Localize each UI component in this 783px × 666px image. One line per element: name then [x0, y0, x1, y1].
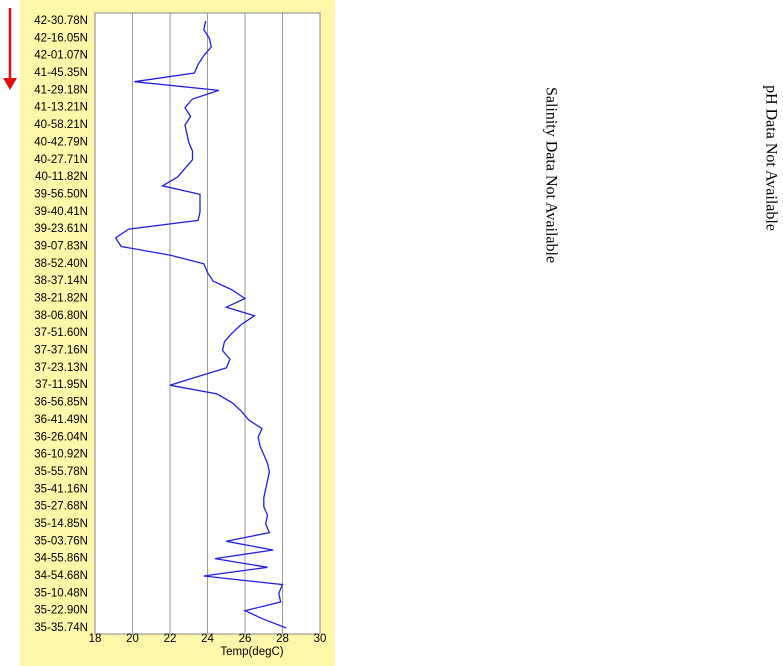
- y-tick-label: 37-23.13N: [34, 362, 88, 374]
- y-tick-label: 36-26.04N: [34, 431, 88, 443]
- y-tick-label: 39-07.83N: [34, 240, 88, 252]
- annotation: pH Data Not Available: [762, 85, 779, 231]
- x-tick-label: 28: [276, 633, 289, 645]
- y-tick-label: 38-06.80N: [34, 310, 88, 322]
- y-tick-label: 38-37.14N: [34, 275, 88, 287]
- y-tick-label: 35-55.78N: [34, 466, 88, 478]
- y-tick-label: 37-11.95N: [35, 379, 88, 391]
- y-tick-label: 39-56.50N: [34, 188, 88, 200]
- y-tick-label: 35-14.85N: [34, 518, 88, 530]
- y-tick-label: 40-11.82N: [35, 171, 88, 183]
- x-tick-label: 24: [201, 633, 214, 645]
- x-tick-label: 22: [164, 633, 177, 645]
- y-tick-label: 39-23.61N: [34, 223, 88, 235]
- direction-arrow-head: [3, 78, 17, 90]
- data-line: [114, 20, 287, 629]
- x-tick-label: 18: [89, 633, 102, 645]
- y-tick-label: 40-42.79N: [34, 136, 88, 148]
- y-tick-label: 36-56.85N: [34, 397, 88, 409]
- y-tick-label: 42-16.05N: [34, 32, 88, 44]
- y-tick-label: 35-27.68N: [34, 501, 88, 513]
- y-tick-label: 34-55.86N: [34, 553, 88, 565]
- y-tick-label: 37-37.16N: [34, 345, 88, 357]
- y-tick-label: 38-52.40N: [34, 258, 88, 270]
- x-tick-label: 30: [314, 633, 327, 645]
- y-tick-label: 41-29.18N: [34, 84, 88, 96]
- y-tick-label: 37-51.60N: [34, 327, 88, 339]
- y-tick-label: 36-41.49N: [34, 414, 88, 426]
- y-tick-label: 35-35.74N: [34, 622, 88, 634]
- y-tick-label: 35-03.76N: [34, 535, 88, 547]
- x-tick-label: 26: [239, 633, 252, 645]
- y-tick-label: 36-10.92N: [34, 449, 88, 461]
- y-tick-label: 42-01.07N: [34, 50, 88, 62]
- x-tick-label: 20: [126, 633, 139, 645]
- y-tick-label: 41-13.21N: [34, 102, 88, 114]
- y-tick-label: 41-45.35N: [34, 67, 88, 79]
- y-tick-label: 40-27.71N: [34, 154, 88, 166]
- y-tick-label: 40-58.21N: [34, 119, 88, 131]
- y-tick-label: 35-22.90N: [34, 605, 88, 617]
- y-tick-label: 42-30.78N: [34, 15, 88, 27]
- y-tick-label: 35-41.16N: [34, 483, 88, 495]
- y-tick-label: 35-10.48N: [34, 587, 88, 599]
- x-axis-label: Temp(degC): [220, 646, 283, 658]
- y-tick-label: 39-40.41N: [34, 206, 88, 218]
- annotation: Salinity Data Not Available: [542, 87, 559, 263]
- y-tick-label: 34-54.68N: [34, 570, 88, 582]
- y-tick-label: 38-21.82N: [34, 293, 88, 305]
